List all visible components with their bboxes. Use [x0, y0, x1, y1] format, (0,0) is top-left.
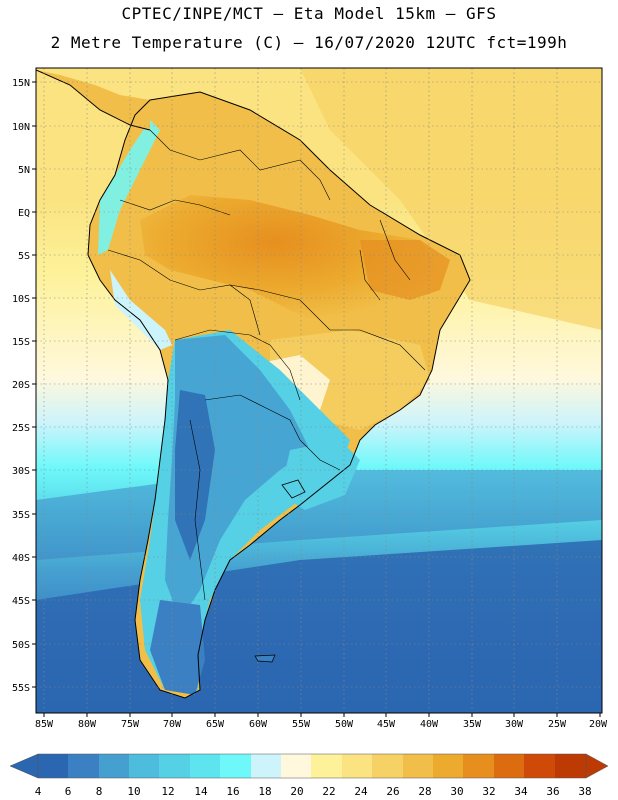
colorbar	[9, 753, 609, 779]
colorbar-swatch-3	[129, 754, 159, 778]
colorbar-label-6: 6	[65, 785, 72, 798]
colorbar-swatch-11	[372, 754, 403, 778]
colorbar-labels: 4 6 8 10 12 14 16 18 20 22 24 26 28 30 3…	[35, 785, 592, 798]
lat-label-5s: 5S	[18, 251, 30, 262]
lon-label-50w: 50W	[335, 719, 354, 730]
colorbar-label-26: 26	[386, 785, 399, 798]
lat-label-25s: 25S	[12, 423, 30, 434]
lat-label-10n: 10N	[12, 122, 30, 133]
high-andes-cold	[175, 390, 215, 560]
northern-andes-cool	[98, 120, 160, 255]
lon-label-20w: 20W	[589, 719, 608, 730]
colorbar-label-32: 32	[482, 785, 495, 798]
colorbar-swatch-13	[433, 754, 463, 778]
peru-coast-mild	[110, 270, 172, 350]
lat-label-40s: 40S	[12, 553, 30, 564]
title-line-1: CPTEC/INPE/MCT – Eta Model 15km – GFS	[121, 4, 497, 23]
colorbar-swatch-8	[281, 754, 311, 778]
lat-label-50s: 50S	[12, 640, 30, 651]
lagoon-outline	[281, 479, 306, 499]
colorbar-label-20: 20	[290, 785, 303, 798]
lon-label-80w: 80W	[78, 719, 97, 730]
lon-label-75w: 75W	[121, 719, 140, 730]
colorbar-swatch-5	[190, 754, 220, 778]
patagonia-cold	[150, 600, 205, 695]
colorbar-swatch-4	[159, 754, 190, 778]
longitude-labels: 85W 80W 75W 70W 65W 60W 55W 50W 45W 40W …	[35, 719, 608, 730]
country-borders	[107, 129, 426, 601]
colorbar-label-8: 8	[96, 785, 103, 798]
lon-label-70w: 70W	[163, 719, 182, 730]
lat-label-15s: 15S	[12, 337, 30, 348]
colorbar-label-10: 10	[127, 785, 140, 798]
lat-label-15n: 15N	[12, 78, 30, 89]
colorbar-swatch-15	[494, 754, 524, 778]
colorbar-label-14: 14	[194, 785, 208, 798]
title-line-2: 2 Metre Temperature (C) – 16/07/2020 12U…	[50, 33, 568, 52]
colorbar-label-18: 18	[258, 785, 271, 798]
colorbar-label-34: 34	[514, 785, 528, 798]
lat-label-10s: 10S	[12, 294, 30, 305]
colorbar-left-arrow	[9, 753, 39, 779]
latitude-labels: 15N 10N 5N EQ 5S 10S 15S 20S 25S 30S 35S…	[12, 78, 30, 694]
map-frame	[35, 67, 603, 714]
colorbar-swatch-14	[463, 754, 494, 778]
colorbar-label-36: 36	[546, 785, 559, 798]
colorbar-swatch-9	[311, 754, 342, 778]
colorbar-label-24: 24	[354, 785, 368, 798]
lat-label-20s: 20S	[12, 380, 30, 391]
lon-label-25w: 25W	[548, 719, 567, 730]
colorbar-swatch-1	[68, 754, 99, 778]
colorbar-swatch-10	[342, 754, 372, 778]
lon-label-40w: 40W	[420, 719, 439, 730]
lon-label-30w: 30W	[505, 719, 524, 730]
amazon-hot-region	[140, 195, 440, 330]
colorbar-label-4: 4	[35, 785, 42, 798]
axis-ticks	[32, 81, 601, 717]
colorbar-swatch-12	[403, 754, 433, 778]
coastline	[87, 91, 471, 699]
central-america-land	[36, 70, 150, 130]
colorbar-label-30: 30	[450, 785, 463, 798]
central-america-coast	[36, 69, 151, 131]
lat-label-45s: 45S	[12, 596, 30, 607]
lon-label-35w: 35W	[463, 719, 482, 730]
lon-label-60w: 60W	[249, 719, 268, 730]
uruguay-region	[280, 440, 360, 510]
colorbar-right-arrow	[585, 753, 609, 779]
lat-label-55s: 55S	[12, 683, 30, 694]
lat-label-35s: 35S	[12, 510, 30, 521]
lat-label-eq: EQ	[18, 208, 30, 219]
lat-label-30s: 30S	[12, 466, 30, 477]
colorbar-swatch-7	[251, 754, 281, 778]
warm-atlantic	[300, 68, 602, 330]
colorbar-label-38: 38	[578, 785, 591, 798]
colorbar-swatch-6	[220, 754, 251, 778]
colorbar-outline	[37, 753, 587, 779]
lon-label-85w: 85W	[35, 719, 54, 730]
colorbar-label-16: 16	[226, 785, 239, 798]
colorbar-swatch-2	[99, 754, 129, 778]
temperature-field	[36, 68, 602, 713]
lon-label-45w: 45W	[377, 719, 396, 730]
colorbar-swatch-16	[524, 754, 555, 778]
lat-label-5n: 5N	[18, 165, 30, 176]
colorbar-label-12: 12	[161, 785, 174, 798]
colorbar-label-28: 28	[418, 785, 431, 798]
colorbar-swatch-17	[555, 754, 586, 778]
colorbar-label-22: 22	[322, 785, 335, 798]
falklands	[254, 654, 276, 663]
lon-label-65w: 65W	[206, 719, 225, 730]
lon-label-55w: 55W	[292, 719, 311, 730]
colorbar-swatch-0	[38, 754, 68, 778]
